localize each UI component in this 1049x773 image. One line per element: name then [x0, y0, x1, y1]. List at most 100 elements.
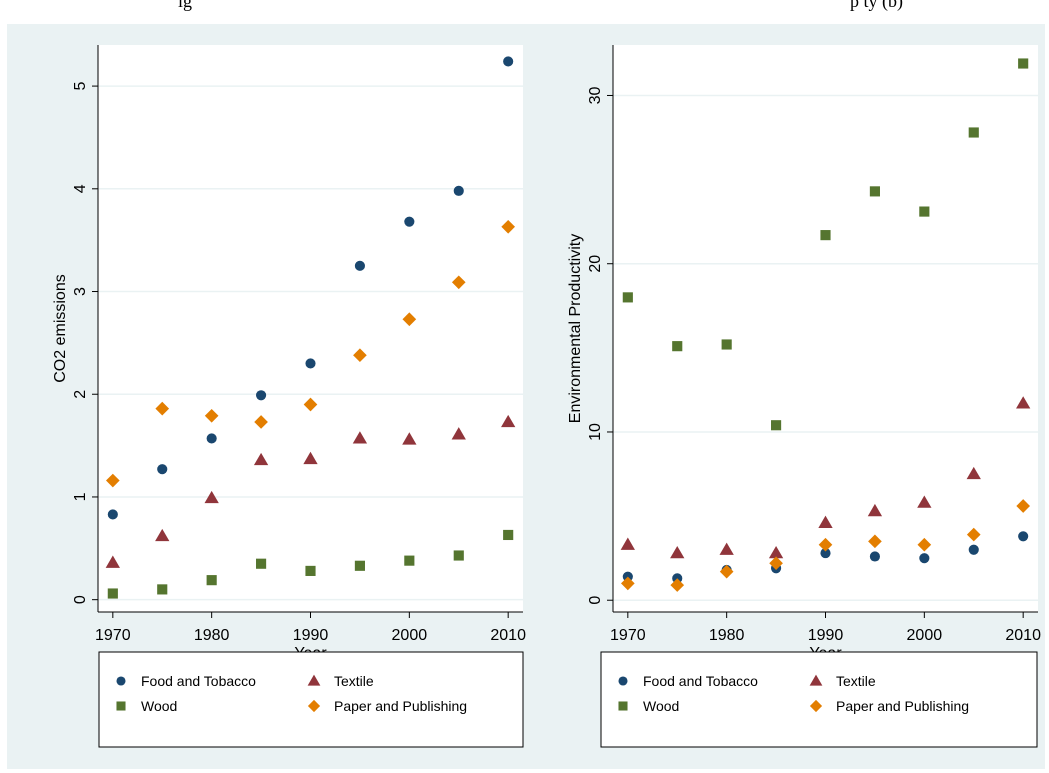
- x-tick-label: 1970: [95, 627, 131, 644]
- data-point: [204, 490, 219, 504]
- series-textile: [620, 396, 1031, 559]
- series-paper-and-publishing: [621, 499, 1030, 592]
- data-point: [917, 537, 932, 552]
- data-point: [453, 185, 464, 196]
- legend-marker-wood: [116, 701, 126, 711]
- data-point: [404, 555, 415, 566]
- data-point: [769, 556, 783, 571]
- data-point: [256, 390, 267, 401]
- data-point: [503, 529, 514, 541]
- data-point: [303, 397, 318, 412]
- y-tick-label: 0: [72, 595, 89, 604]
- legend-left: Food and Tobacco Textile Wood Paper and Pub…: [98, 651, 524, 748]
- data-point: [818, 515, 833, 528]
- x-tick-label: 1990: [808, 627, 844, 644]
- x-tick-label: 1990: [293, 627, 329, 644]
- y-tick-label: 1: [72, 492, 89, 501]
- data-point: [1018, 531, 1029, 542]
- legend-marker-food-and-tobacco: [116, 676, 126, 686]
- y-axis-title: CO2 emissions: [52, 274, 69, 382]
- x-tick-label: 1980: [709, 627, 745, 644]
- data-point: [501, 414, 516, 428]
- caption-fragment-right: p ty (b): [850, 0, 903, 11]
- data-point: [253, 452, 269, 466]
- legend-marker-textile: [809, 674, 823, 686]
- data-point: [353, 348, 367, 363]
- data-point: [354, 560, 365, 571]
- x-tick-label: 2000: [392, 627, 428, 644]
- data-point: [1016, 499, 1030, 513]
- legend-marker-wood: [618, 701, 628, 711]
- series-wood: [107, 529, 514, 599]
- data-point: [672, 341, 683, 352]
- chart-panel-right: 010203019701980199020002010YearEnvironme…: [567, 45, 1041, 662]
- legend-box: [600, 651, 1038, 748]
- data-point: [620, 537, 635, 550]
- data-point: [919, 206, 930, 217]
- series-paper-and-publishing: [106, 219, 515, 488]
- data-point: [453, 550, 464, 561]
- data-point: [402, 432, 417, 445]
- data-point: [157, 584, 168, 595]
- y-tick-label: 5: [72, 82, 89, 91]
- data-point: [869, 551, 880, 562]
- data-point: [105, 555, 120, 568]
- x-tick-label: 2010: [1005, 627, 1041, 644]
- legend-marker-textile: [307, 674, 321, 686]
- legend-label-paper-and-publishing: Paper and Publishing: [836, 698, 969, 714]
- x-tick-label: 1980: [194, 627, 230, 644]
- x-tick-label: 1970: [610, 627, 646, 644]
- data-point: [451, 427, 466, 440]
- data-point: [670, 578, 685, 592]
- y-tick-label: 4: [72, 184, 89, 193]
- legend-label-wood: Wood: [141, 698, 177, 714]
- data-point: [721, 339, 732, 350]
- legend-label-paper-and-publishing: Paper and Publishing: [334, 698, 467, 714]
- data-point: [670, 545, 685, 559]
- data-point: [155, 528, 170, 542]
- data-point: [254, 415, 268, 429]
- legend-label-wood: Wood: [643, 698, 679, 714]
- data-point: [622, 292, 633, 303]
- data-point: [404, 216, 415, 227]
- data-point: [868, 534, 882, 549]
- y-tick-label: 20: [587, 255, 604, 273]
- data-point: [256, 558, 267, 569]
- data-point: [867, 503, 883, 517]
- data-point: [503, 56, 514, 67]
- data-point: [305, 358, 316, 369]
- data-point: [917, 495, 932, 508]
- legend-marker-paper-and-publishing: [307, 699, 321, 713]
- legend-label-food-and-tobacco: Food and Tobacco: [643, 673, 758, 689]
- legend-box: [98, 651, 524, 748]
- figure-caption: ig p ty (b): [0, 0, 1049, 11]
- data-point: [768, 545, 784, 559]
- data-point: [621, 576, 635, 591]
- data-point: [1018, 58, 1029, 69]
- data-point: [157, 464, 168, 475]
- chart-panel-left: 01234519701980199020002010YearCO2 emissi…: [52, 45, 526, 662]
- data-point: [719, 564, 734, 579]
- legend-label-textile: Textile: [334, 673, 374, 689]
- y-tick-label: 3: [72, 287, 89, 296]
- data-point: [501, 219, 515, 234]
- data-point: [402, 312, 417, 327]
- legend-marker-paper-and-publishing: [809, 699, 823, 713]
- legend-marker-food-and-tobacco: [618, 676, 628, 686]
- data-point: [771, 420, 782, 431]
- data-point: [303, 451, 318, 465]
- data-point: [719, 542, 734, 555]
- data-point: [1016, 396, 1031, 409]
- data-point: [206, 575, 217, 586]
- y-tick-label: 10: [587, 423, 604, 441]
- legend-label-textile: Textile: [836, 673, 876, 689]
- data-point: [451, 275, 466, 290]
- data-point: [968, 127, 979, 138]
- y-tick-label: 0: [587, 596, 604, 605]
- series-food-and-tobacco: [107, 56, 514, 520]
- y-tick-label: 2: [72, 390, 89, 399]
- data-point: [869, 186, 880, 197]
- data-point: [818, 537, 833, 552]
- plot-area: [98, 45, 523, 612]
